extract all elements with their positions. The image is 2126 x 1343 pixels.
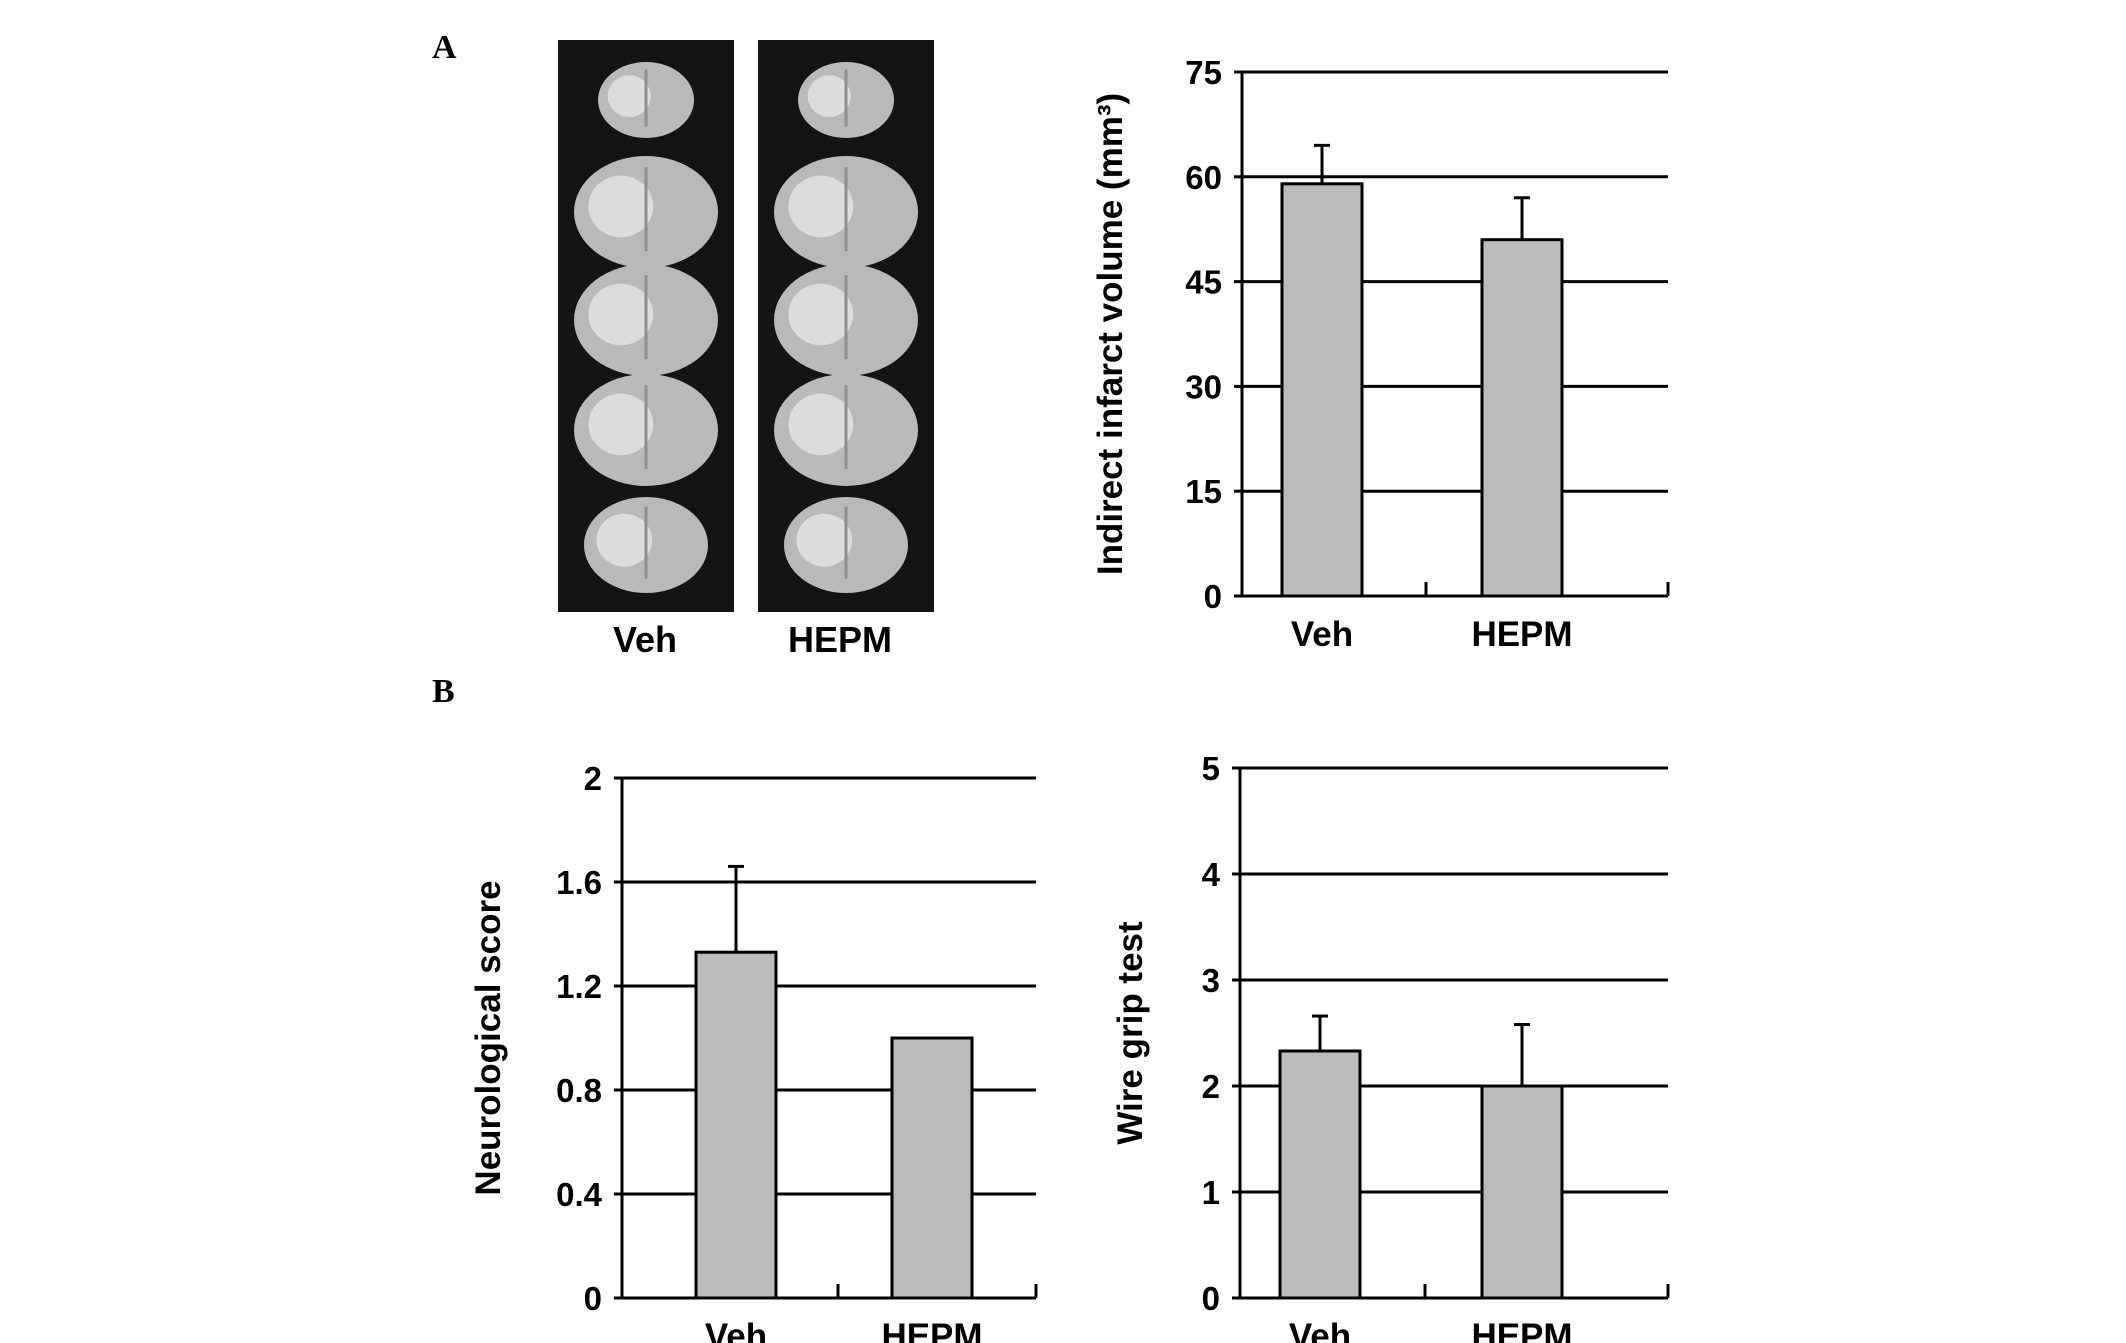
strip-label-hepm: HEPM xyxy=(788,619,892,660)
infarct-region xyxy=(796,513,853,567)
x-category-label: Veh xyxy=(1289,1317,1351,1343)
strip-label-veh: Veh xyxy=(613,619,677,660)
bar-hepm xyxy=(890,1036,974,1300)
infarct-region xyxy=(607,75,651,118)
bar-veh xyxy=(1278,1049,1362,1300)
panel-label-a: A xyxy=(432,29,457,66)
chart-wire-grip: 0 1 2 3 4 5 Veh HEPM Wire grip test xyxy=(1111,750,1670,1343)
brain-slice-images xyxy=(558,40,934,612)
y-tick-label: 0 xyxy=(584,1280,602,1317)
y-tick-label: 5 xyxy=(1202,750,1220,787)
y-tick-label: 30 xyxy=(1185,368,1222,405)
y-tick-label: 4 xyxy=(1202,856,1221,893)
x-category-label: HEPM xyxy=(881,1317,982,1343)
y-tick-label: 0 xyxy=(1204,578,1222,615)
y-tick-label: 45 xyxy=(1185,264,1222,301)
y-tick-label: 15 xyxy=(1185,473,1222,510)
bar-hepm xyxy=(1480,1084,1564,1300)
y-tick-label: 0.8 xyxy=(556,1072,602,1109)
infarct-region xyxy=(807,75,851,118)
x-category-label: HEPM xyxy=(1471,1317,1572,1343)
infarct-region xyxy=(588,283,654,346)
y-axis-title: Wire grip test xyxy=(1111,921,1150,1145)
y-tick-label: 75 xyxy=(1185,54,1222,91)
chart-infarct-volume: 0 15 30 45 60 75 Veh HEPM Indirect infarct volum… xyxy=(1091,54,1670,654)
y-axis-title: Indirect infarct volume (mm³) xyxy=(1091,93,1130,575)
bar-veh xyxy=(1280,182,1364,598)
y-tick-label: 1.6 xyxy=(556,864,602,901)
infarct-region xyxy=(588,393,654,456)
y-tick-label: 2 xyxy=(1202,1068,1220,1105)
y-tick-label: 3 xyxy=(1202,962,1220,999)
y-axis-title: Neurological score xyxy=(469,880,508,1195)
infarct-region xyxy=(788,393,854,456)
x-category-label: Veh xyxy=(705,1317,767,1343)
x-category-label: HEPM xyxy=(1471,615,1572,654)
y-tick-label: 2 xyxy=(584,760,602,797)
x-category-label: Veh xyxy=(1291,615,1353,654)
infarct-region xyxy=(788,175,854,238)
infarct-region xyxy=(596,513,653,567)
bar-veh xyxy=(694,950,778,1300)
y-tick-label: 0 xyxy=(1202,1280,1220,1317)
bar-hepm xyxy=(1480,238,1564,598)
infarct-region xyxy=(788,283,854,346)
chart-neurological-score: 0 0.4 0.8 1.2 1.6 2 Veh HEPM Neurological score xyxy=(469,760,1038,1343)
y-tick-label: 60 xyxy=(1185,159,1222,196)
panel-label-b: B xyxy=(432,673,455,710)
infarct-region xyxy=(588,175,654,238)
y-tick-label: 0.4 xyxy=(556,1176,603,1213)
y-tick-label: 1.2 xyxy=(556,968,602,1005)
y-tick-label: 1 xyxy=(1202,1174,1220,1211)
